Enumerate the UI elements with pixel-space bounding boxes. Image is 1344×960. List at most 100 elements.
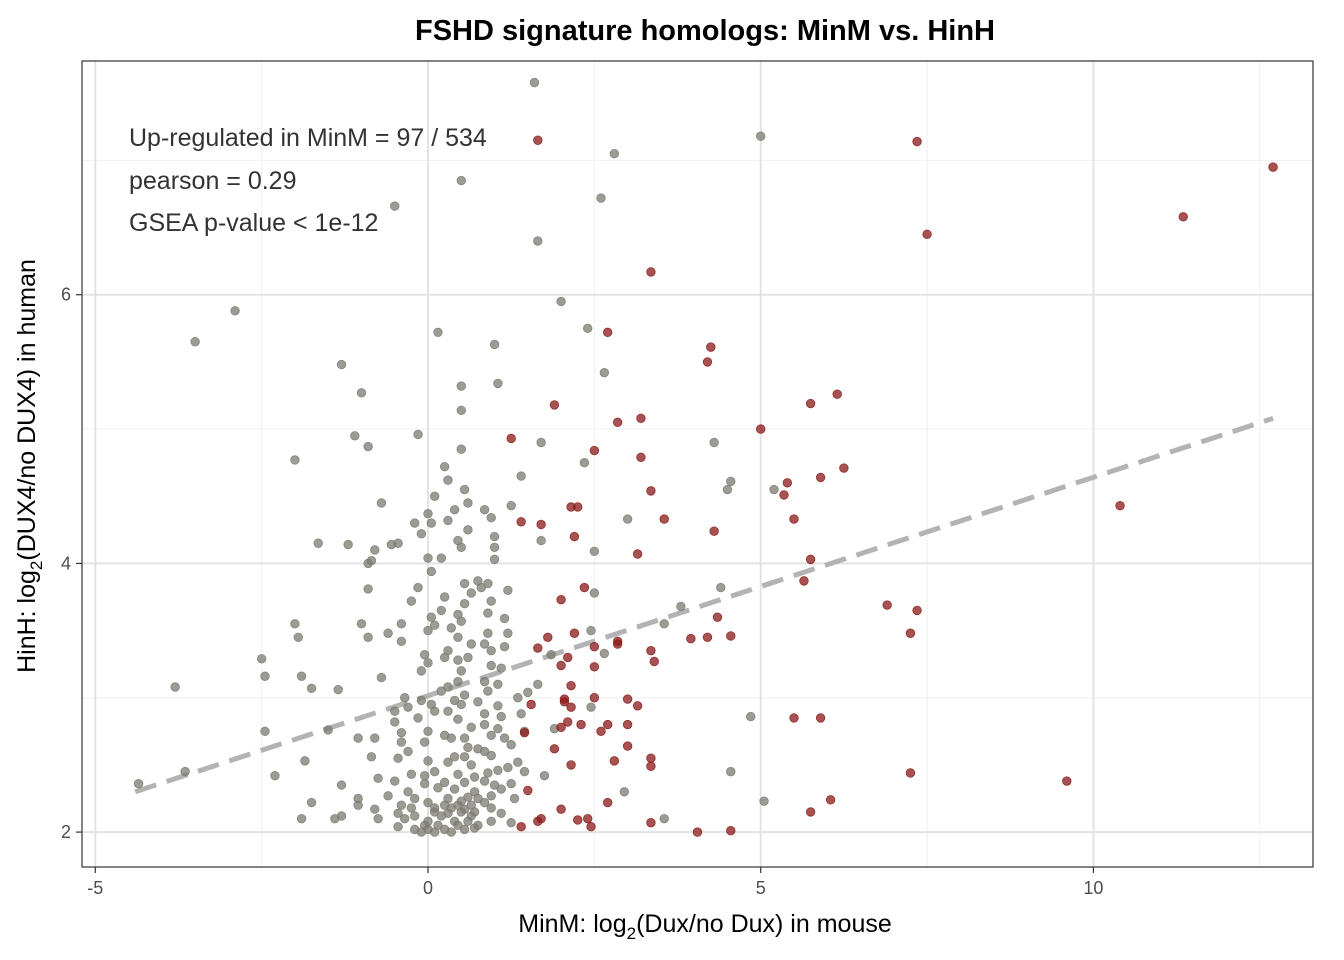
point-upregulated xyxy=(789,514,799,524)
point-upregulated xyxy=(563,717,573,727)
point-not-upregulated xyxy=(443,515,453,526)
point-not-upregulated xyxy=(370,733,380,743)
point-not-upregulated xyxy=(260,726,270,737)
point-upregulated xyxy=(622,694,633,704)
point-upregulated xyxy=(516,517,526,527)
point-not-upregulated xyxy=(759,796,769,806)
point-upregulated xyxy=(559,694,570,704)
point-not-upregulated xyxy=(436,811,447,821)
x-tick-label: 5 xyxy=(756,878,766,898)
point-upregulated xyxy=(789,713,799,723)
point-upregulated xyxy=(805,807,816,817)
point-not-upregulated xyxy=(466,722,476,732)
point-not-upregulated xyxy=(483,608,493,618)
point-not-upregulated xyxy=(453,714,463,724)
point-not-upregulated xyxy=(396,800,407,810)
point-upregulated xyxy=(602,327,613,338)
point-upregulated xyxy=(569,531,580,542)
point-not-upregulated xyxy=(509,793,520,804)
point-not-upregulated xyxy=(419,650,430,660)
point-not-upregulated xyxy=(459,690,470,700)
point-not-upregulated xyxy=(256,654,267,664)
x-tick-label: 10 xyxy=(1083,878,1103,898)
point-upregulated xyxy=(566,680,576,691)
plot-panel-border xyxy=(81,60,1314,868)
point-upregulated xyxy=(905,768,916,778)
point-upregulated xyxy=(602,797,613,808)
point-not-upregulated xyxy=(459,578,470,589)
point-upregulated xyxy=(589,693,600,703)
point-not-upregulated xyxy=(486,660,496,671)
point-not-upregulated xyxy=(436,605,447,616)
point-not-upregulated xyxy=(503,762,513,773)
point-not-upregulated xyxy=(363,632,373,642)
point-not-upregulated xyxy=(456,666,466,676)
point-not-upregulated xyxy=(589,546,600,557)
point-not-upregulated xyxy=(489,339,500,350)
point-not-upregulated xyxy=(446,623,457,633)
point-upregulated xyxy=(709,526,719,536)
point-not-upregulated xyxy=(486,730,496,741)
point-not-upregulated xyxy=(506,740,516,750)
point-not-upregulated xyxy=(333,684,343,695)
point-not-upregulated xyxy=(496,663,506,673)
point-not-upregulated xyxy=(456,444,466,454)
point-upregulated xyxy=(1178,212,1188,222)
point-not-upregulated xyxy=(479,676,490,687)
point-not-upregulated xyxy=(426,612,437,622)
point-not-upregulated xyxy=(503,628,513,638)
point-not-upregulated xyxy=(756,131,766,141)
point-not-upregulated xyxy=(290,619,300,629)
point-not-upregulated xyxy=(439,592,450,602)
point-not-upregulated xyxy=(393,822,403,832)
point-not-upregulated xyxy=(486,816,496,827)
point-not-upregulated xyxy=(353,800,363,810)
point-not-upregulated xyxy=(426,518,437,528)
x-axis-ticks: -5 0 5 10 xyxy=(87,867,1103,898)
point-upregulated xyxy=(646,486,656,496)
point-not-upregulated xyxy=(536,535,546,546)
point-not-upregulated xyxy=(390,706,400,716)
point-not-upregulated xyxy=(489,554,500,565)
point-not-upregulated xyxy=(519,766,530,777)
point-not-upregulated xyxy=(370,545,380,555)
point-not-upregulated xyxy=(479,639,490,649)
point-not-upregulated xyxy=(393,808,403,818)
point-upregulated xyxy=(649,656,659,667)
point-upregulated xyxy=(646,761,656,771)
point-not-upregulated xyxy=(469,823,480,833)
y-axis-title-post: (DUX4/no DUX4) in human xyxy=(13,259,41,561)
point-not-upregulated xyxy=(516,471,526,481)
point-upregulated xyxy=(543,632,553,642)
point-not-upregulated xyxy=(230,306,240,316)
point-not-upregulated xyxy=(306,797,317,808)
point-not-upregulated xyxy=(533,679,543,690)
point-not-upregulated xyxy=(459,824,470,835)
point-not-upregulated xyxy=(383,628,393,638)
point-not-upregulated xyxy=(469,772,480,782)
point-not-upregulated xyxy=(722,484,733,495)
point-not-upregulated xyxy=(486,791,496,801)
point-not-upregulated xyxy=(486,803,496,813)
point-upregulated xyxy=(726,826,736,836)
point-not-upregulated xyxy=(459,777,470,788)
point-not-upregulated xyxy=(390,717,400,727)
point-not-upregulated xyxy=(769,484,779,495)
point-not-upregulated xyxy=(466,760,476,770)
point-upregulated xyxy=(609,756,620,766)
point-not-upregulated xyxy=(386,539,397,550)
point-not-upregulated xyxy=(133,779,144,789)
point-not-upregulated xyxy=(453,676,463,687)
point-not-upregulated xyxy=(406,596,417,606)
point-not-upregulated xyxy=(313,538,323,548)
point-not-upregulated xyxy=(483,768,493,778)
point-not-upregulated xyxy=(356,619,367,629)
y-axis-ticks: 2 4 6 xyxy=(61,285,82,842)
point-not-upregulated xyxy=(413,429,423,440)
point-not-upregulated xyxy=(453,655,463,665)
x-axis-title: MinM: log2(Dux/no Dux) in mouse xyxy=(518,910,892,943)
point-upregulated xyxy=(523,785,533,796)
point-upregulated xyxy=(702,357,713,367)
point-upregulated xyxy=(636,452,646,462)
